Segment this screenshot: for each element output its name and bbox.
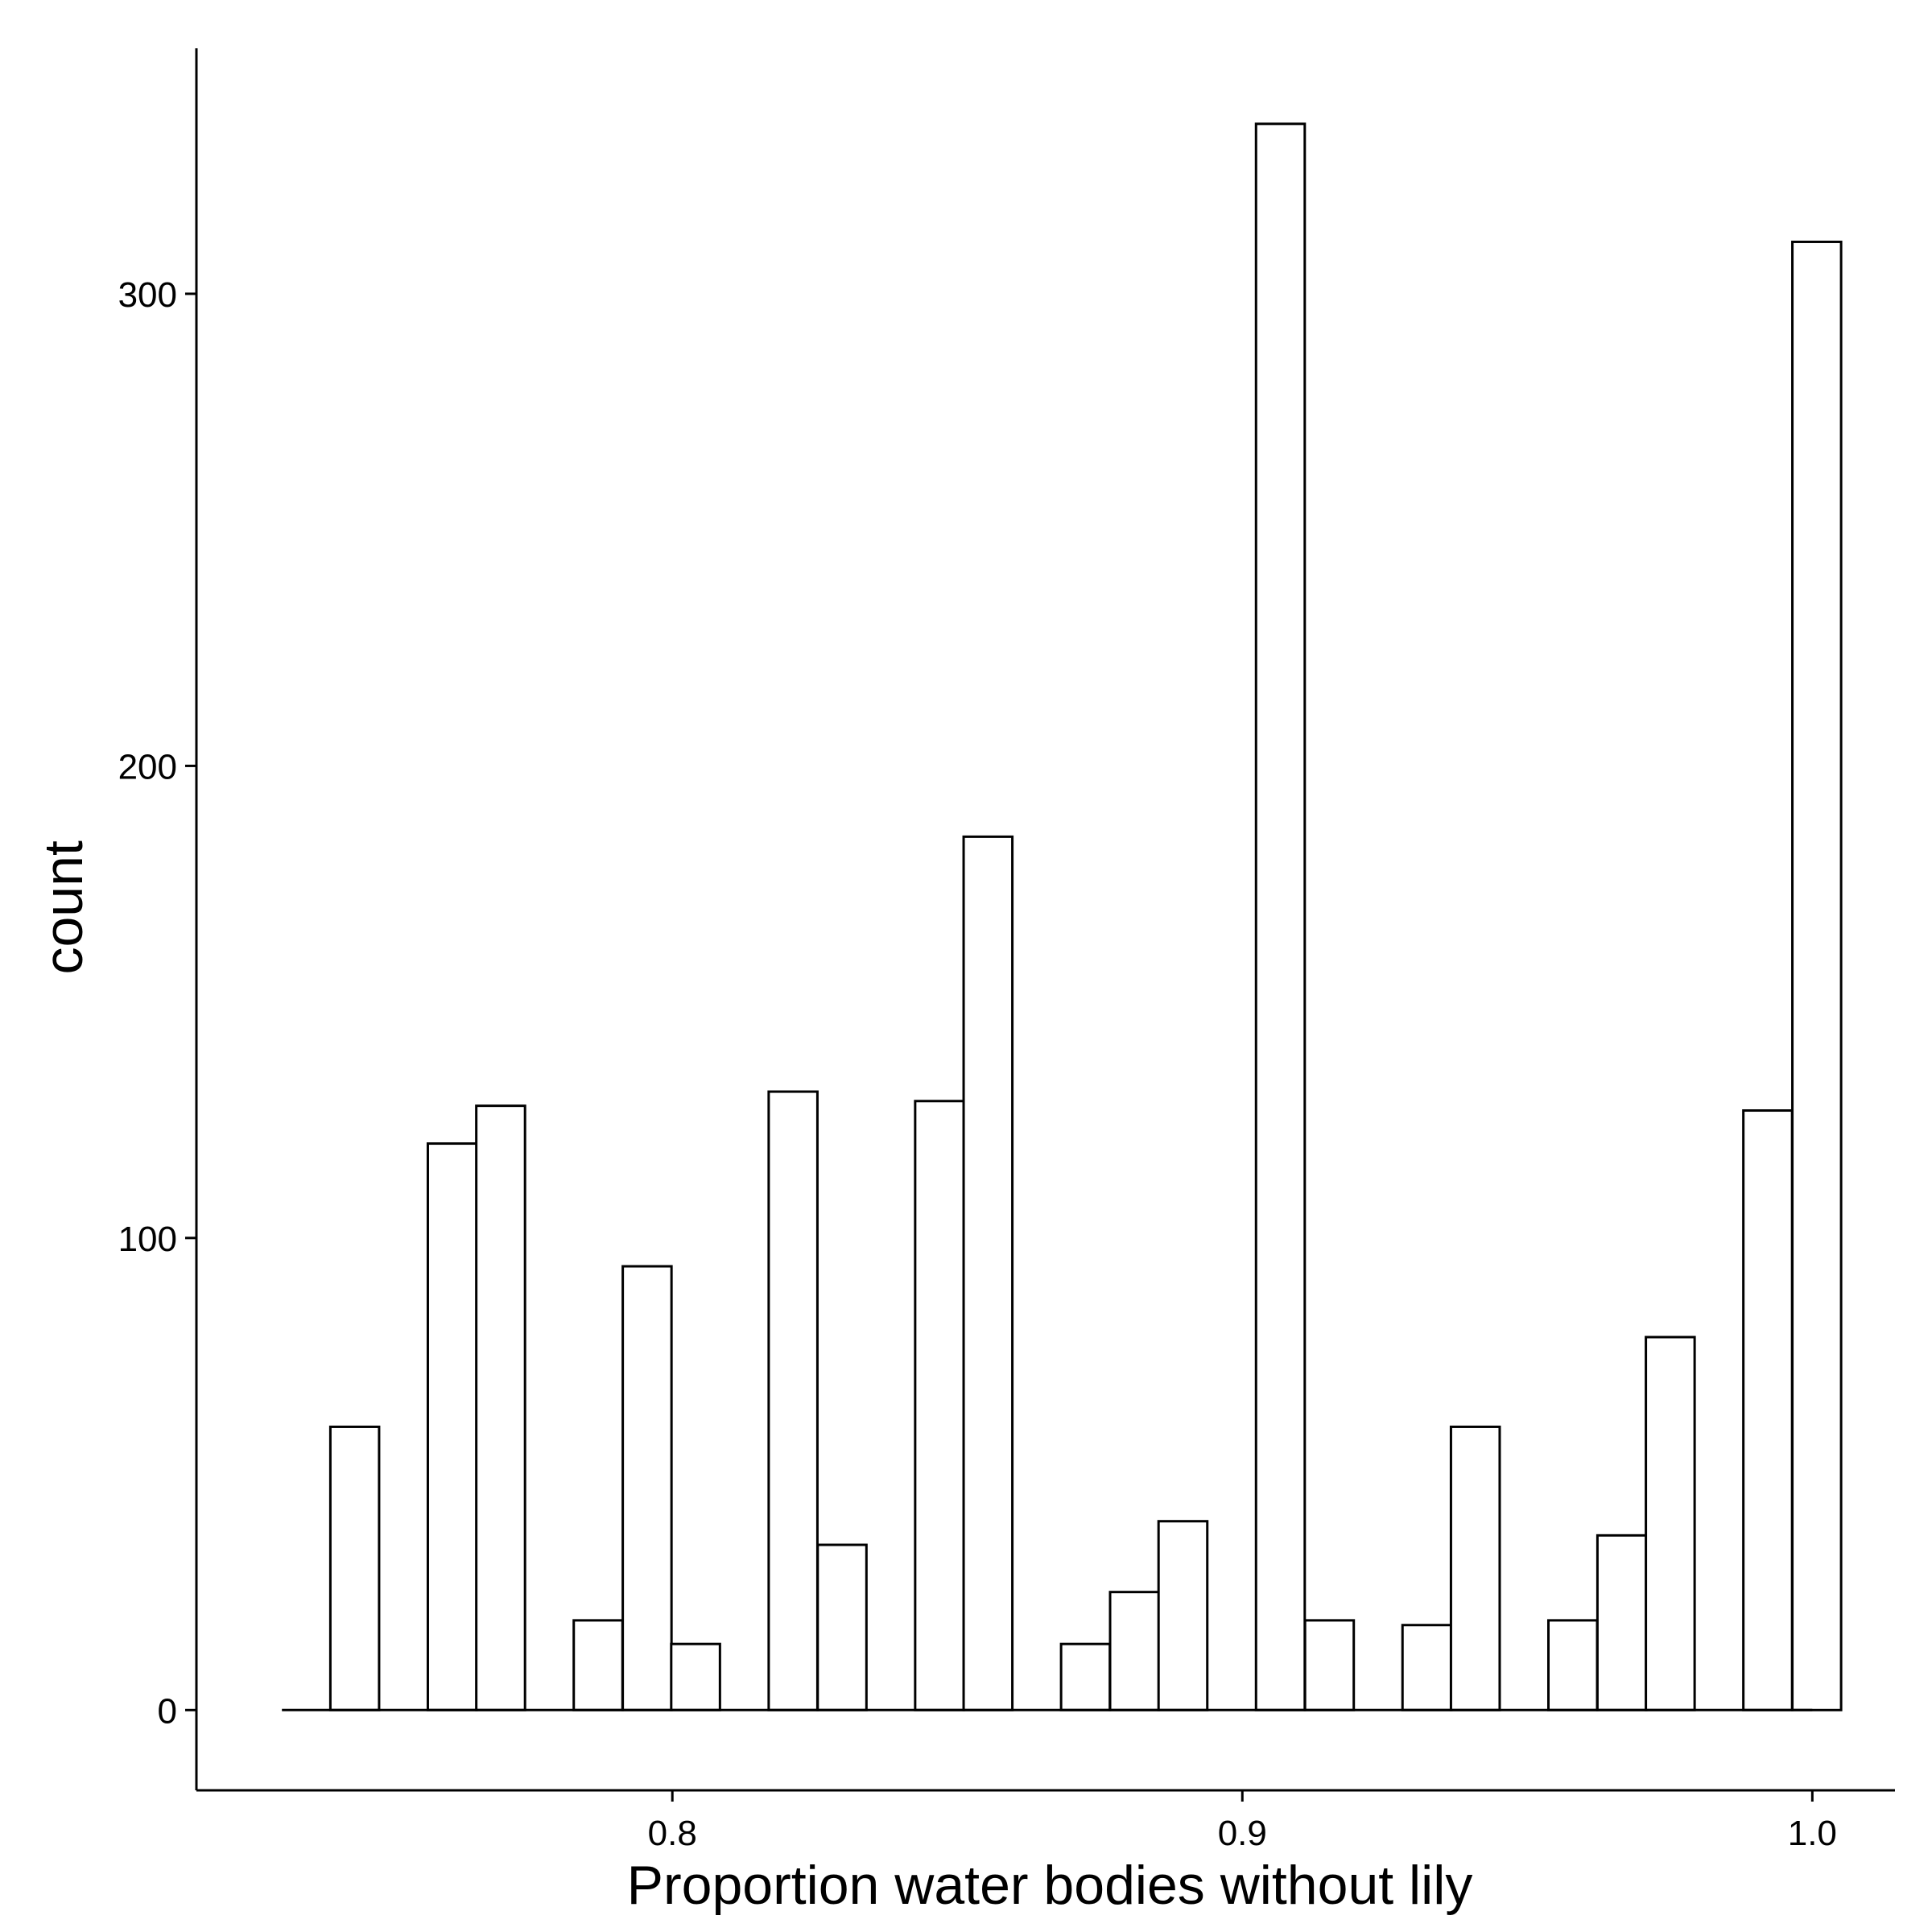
histogram-bar bbox=[1547, 1619, 1599, 1711]
histogram-bar bbox=[816, 1543, 868, 1711]
histogram-bar bbox=[1791, 240, 1843, 1711]
histogram-bar bbox=[572, 1619, 624, 1711]
y-axis-title: count bbox=[33, 840, 94, 974]
histogram-bar bbox=[1303, 1619, 1356, 1711]
histogram-bar bbox=[1742, 1109, 1794, 1711]
histogram-bar bbox=[1401, 1624, 1453, 1711]
histogram-bar bbox=[1596, 1534, 1648, 1711]
x-tick-label: 1.0 bbox=[1788, 1814, 1837, 1853]
x-ticks-group: 0.8 0.9 1.0 bbox=[648, 1790, 1837, 1853]
histogram-bar bbox=[767, 1090, 819, 1711]
histogram-bar bbox=[1645, 1335, 1696, 1711]
y-tick-label: 100 bbox=[118, 1220, 177, 1259]
y-ticks-group: 0 100 200 300 bbox=[118, 275, 196, 1731]
histogram-bar bbox=[1059, 1642, 1112, 1711]
histogram-bar bbox=[328, 1425, 381, 1711]
x-tick-label: 0.8 bbox=[648, 1814, 697, 1853]
histogram-bar bbox=[475, 1104, 526, 1711]
y-tick-label: 300 bbox=[118, 275, 177, 315]
x-axis-title: Proportion water bodies without lily bbox=[627, 1855, 1473, 1916]
y-tick-label: 0 bbox=[158, 1691, 177, 1731]
y-tick-label: 200 bbox=[118, 747, 177, 786]
histogram-bar bbox=[1157, 1520, 1209, 1711]
histogram-bar bbox=[962, 835, 1014, 1711]
histogram-bar bbox=[1254, 122, 1307, 1711]
x-tick-label: 0.9 bbox=[1218, 1814, 1267, 1853]
histogram-bar bbox=[670, 1642, 721, 1711]
histogram-bar bbox=[1108, 1591, 1161, 1711]
histogram-bar bbox=[1449, 1425, 1501, 1711]
histogram-bar bbox=[621, 1265, 673, 1711]
histogram-bar bbox=[426, 1142, 478, 1711]
bars-group bbox=[328, 122, 1843, 1711]
histogram-bar bbox=[914, 1100, 965, 1711]
